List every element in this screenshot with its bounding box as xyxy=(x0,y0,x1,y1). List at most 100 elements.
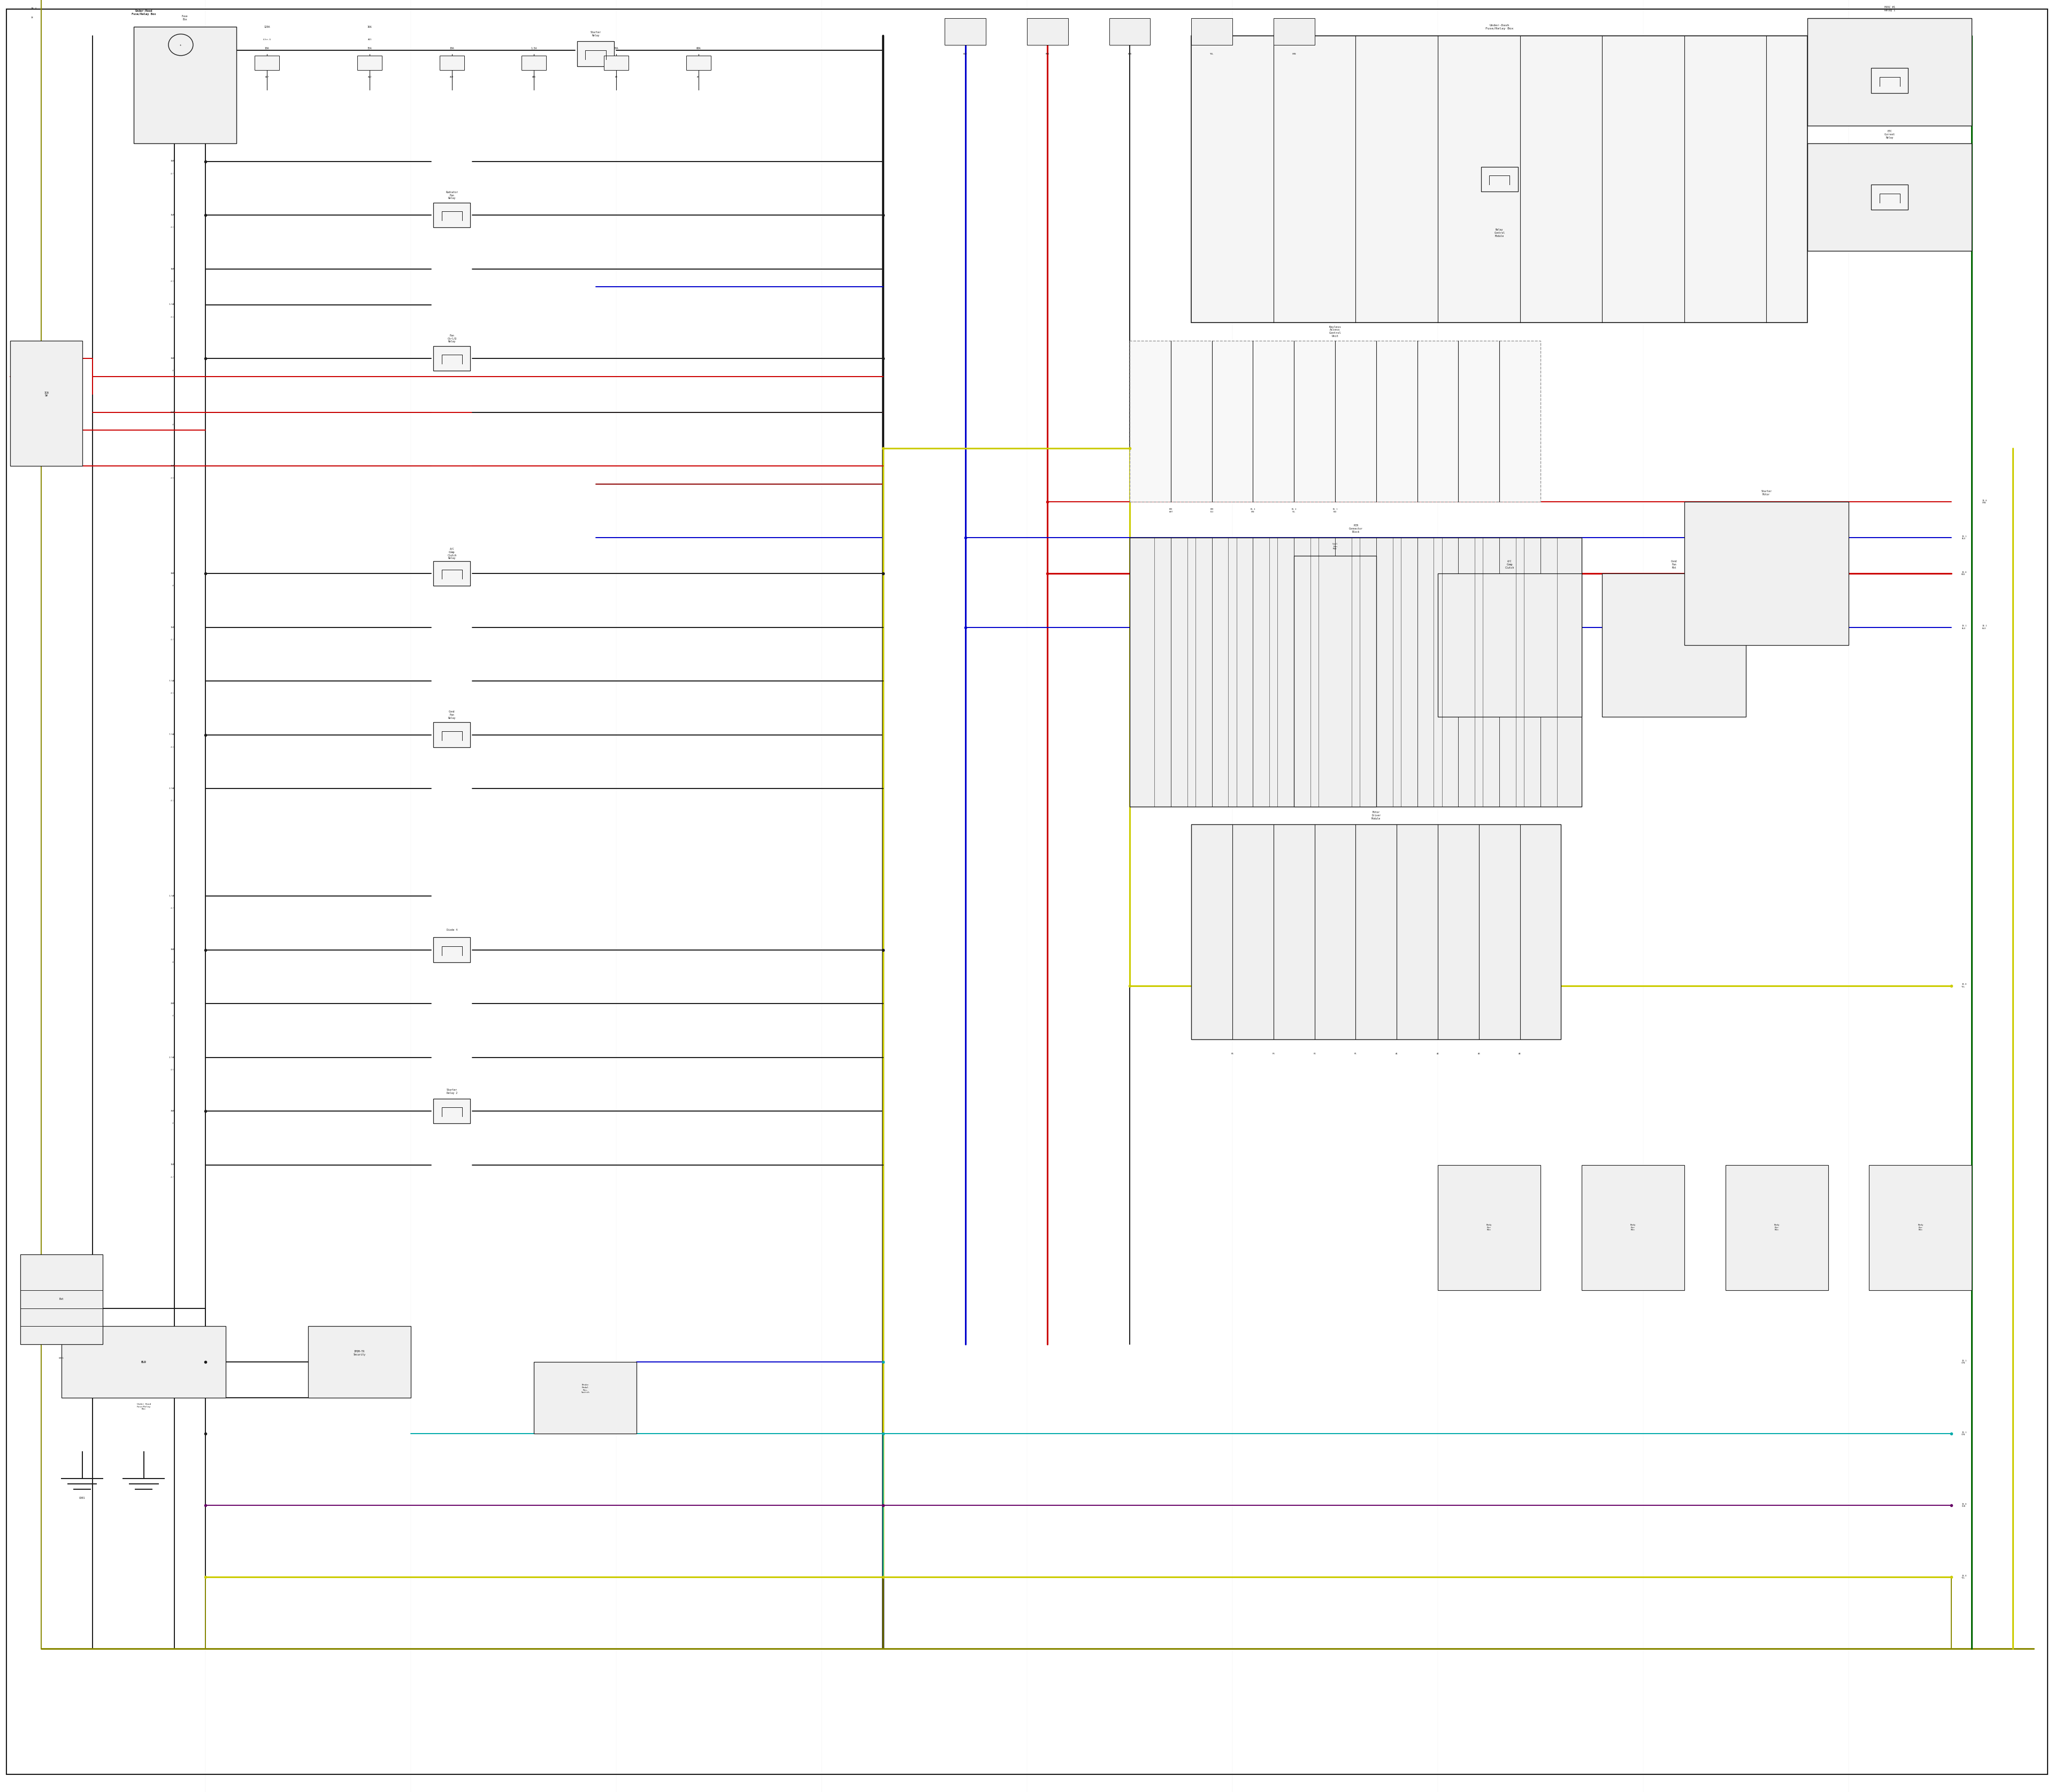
Text: IE-1
BLU: IE-1 BLU xyxy=(1962,536,1966,539)
Bar xyxy=(1294,556,1376,806)
Text: IE-8
GRN: IE-8 GRN xyxy=(1982,500,1986,504)
Bar xyxy=(433,346,470,371)
Text: P1: P1 xyxy=(1354,1052,1358,1055)
Text: Body
Pwr
Box: Body Pwr Box xyxy=(1487,1224,1491,1231)
Text: IE-1
CYN: IE-1 CYN xyxy=(1962,1432,1966,1435)
Text: A9: A9 xyxy=(173,1122,175,1125)
Text: A22: A22 xyxy=(170,226,175,229)
Text: 30A: 30A xyxy=(170,1109,175,1113)
Text: 4-hr-G: 4-hr-G xyxy=(263,38,271,41)
Text: A8: A8 xyxy=(173,584,175,588)
Bar xyxy=(534,1362,637,1434)
Text: A3: A3 xyxy=(614,75,618,79)
Bar xyxy=(1483,538,1516,806)
Bar xyxy=(1438,573,1582,717)
Text: IE: IE xyxy=(31,16,33,20)
Text: A2: A2 xyxy=(1436,1052,1440,1055)
Text: 15A: 15A xyxy=(368,47,372,50)
Bar xyxy=(21,1254,103,1344)
Bar xyxy=(1725,1165,1828,1290)
Text: 30A: 30A xyxy=(170,572,175,575)
Bar xyxy=(1360,538,1393,806)
Text: A4: A4 xyxy=(1518,1052,1522,1055)
Text: Fan
Ctrl/D
Relay: Fan Ctrl/D Relay xyxy=(448,335,456,342)
Bar xyxy=(62,1326,226,1398)
Text: A11: A11 xyxy=(170,799,175,803)
Text: Brake
Pedal
Pos.
Switch: Brake Pedal Pos. Switch xyxy=(581,1383,589,1394)
Bar xyxy=(433,1098,470,1124)
Text: 2.5A: 2.5A xyxy=(168,787,175,790)
Text: 1.5A: 1.5A xyxy=(532,47,536,50)
Text: 1.5A: 1.5A xyxy=(168,894,175,898)
Text: A27: A27 xyxy=(265,75,269,79)
Text: Keyless
Access
Control
Unit: Keyless Access Control Unit xyxy=(1329,326,1341,337)
Text: P4: P4 xyxy=(1230,1052,1234,1055)
Bar xyxy=(1027,18,1068,45)
Text: IE-8
PUR: IE-8 PUR xyxy=(1962,1503,1966,1507)
Text: 10A: 10A xyxy=(170,267,175,271)
Text: BRK
WHT: BRK WHT xyxy=(1169,509,1173,513)
Text: A25: A25 xyxy=(170,1068,175,1072)
Bar xyxy=(1442,538,1475,806)
Bar xyxy=(577,41,614,66)
Text: 30A: 30A xyxy=(170,357,175,360)
Text: Radiator
Fan
Relay: Radiator Fan Relay xyxy=(446,192,458,199)
Bar xyxy=(1438,1165,1540,1290)
Text: 15A: 15A xyxy=(170,625,175,629)
Text: Motor
Driver
Module: Motor Driver Module xyxy=(1372,812,1380,819)
Text: IE-1
CYN: IE-1 CYN xyxy=(1962,1360,1966,1364)
Text: 20A: 20A xyxy=(170,1002,175,1005)
Text: 30A: 30A xyxy=(170,948,175,952)
Text: 7.5A: 7.5A xyxy=(168,733,175,737)
Bar xyxy=(1582,1165,1684,1290)
Bar xyxy=(1130,538,1582,806)
Text: IE-8
YEL: IE-8 YEL xyxy=(1962,1575,1966,1579)
Text: A8: A8 xyxy=(173,961,175,964)
Text: Fuse
Box: Fuse Box xyxy=(183,14,187,22)
Text: ETC
Current
Relay: ETC Current Relay xyxy=(1884,131,1896,138)
Bar xyxy=(1808,18,1972,125)
Text: A3: A3 xyxy=(1477,1052,1481,1055)
Text: Under Hood
Fuse/Relay
Box: Under Hood Fuse/Relay Box xyxy=(138,1403,150,1410)
Text: A15: A15 xyxy=(170,692,175,695)
Text: A4: A4 xyxy=(173,423,175,426)
Text: A16: A16 xyxy=(532,75,536,79)
Text: 7.5A: 7.5A xyxy=(168,679,175,683)
Text: ELD: ELD xyxy=(142,1360,146,1364)
Text: A17: A17 xyxy=(170,907,175,910)
Text: Starter
Relay 2: Starter Relay 2 xyxy=(446,1088,458,1095)
Text: BL 4
YEL: BL 4 YEL xyxy=(1292,509,1296,513)
Text: BL 4
CRN: BL 4 CRN xyxy=(1251,509,1255,513)
Text: A18: A18 xyxy=(170,745,175,749)
Bar xyxy=(357,56,382,70)
Text: A4: A4 xyxy=(696,75,700,79)
Bar xyxy=(522,56,546,70)
Text: A9: A9 xyxy=(173,1014,175,1018)
Text: BRK
BLU: BRK BLU xyxy=(1210,509,1214,513)
Text: Under-Hood
Fuse/Relay Box: Under-Hood Fuse/Relay Box xyxy=(131,9,156,16)
Bar xyxy=(686,56,711,70)
Bar xyxy=(1684,502,1849,645)
Bar xyxy=(1481,167,1518,192)
Text: Cond
Fan
Mot: Cond Fan Mot xyxy=(1672,561,1676,568)
Bar xyxy=(433,202,470,228)
Bar xyxy=(1237,538,1269,806)
Text: BL 1
RED: BL 1 RED xyxy=(1333,509,1337,513)
Text: IE-1
BLU: IE-1 BLU xyxy=(1982,625,1986,629)
Text: A/C
Comp
Clutch
Relay: A/C Comp Clutch Relay xyxy=(448,548,456,559)
Bar xyxy=(433,937,470,962)
Text: 30A: 30A xyxy=(614,47,618,50)
Text: IPDM-TR
Security: IPDM-TR Security xyxy=(353,1349,366,1357)
Bar xyxy=(945,18,986,45)
Bar xyxy=(1871,68,1908,93)
Bar xyxy=(433,561,470,586)
Bar xyxy=(1808,143,1972,251)
Text: Cond
Fan
Relay: Cond Fan Relay xyxy=(448,711,456,719)
Text: 20A: 20A xyxy=(170,464,175,468)
Text: A21: A21 xyxy=(368,38,372,41)
Bar xyxy=(1191,18,1232,45)
Text: G001: G001 xyxy=(60,1357,64,1360)
Text: YEL: YEL xyxy=(1210,52,1214,56)
Text: P2: P2 xyxy=(1313,1052,1317,1055)
Text: A23: A23 xyxy=(170,280,175,283)
